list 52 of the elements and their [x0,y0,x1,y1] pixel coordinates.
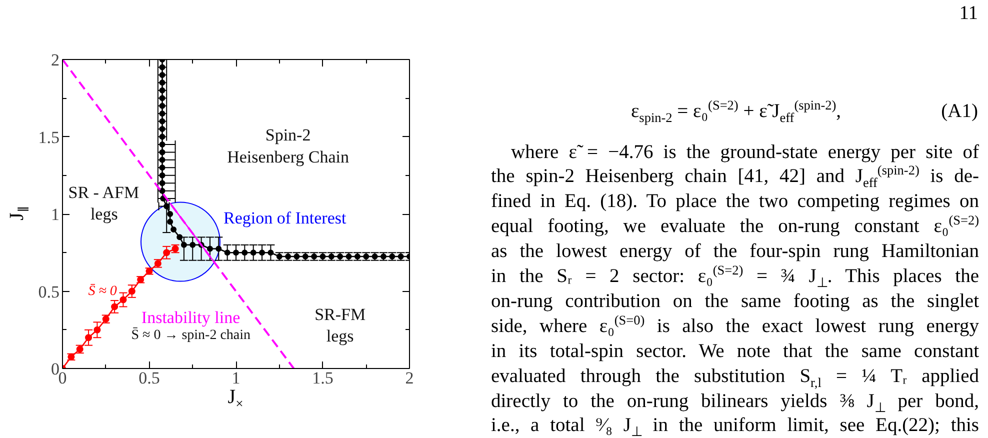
text: 11 [959,2,978,26]
text: side, where ε₀$^{(S=0)}$ is also the exact lowest rung energy [491,312,979,339]
text: as the lowest energy of the four-spin rung Hamiltonian [491,240,979,264]
point [94,326,101,334]
point [242,250,248,256]
y-tick-label: 1 [51,205,60,224]
point [180,242,187,248]
x-tick-label: 2 [405,368,414,388]
text: where ε̃ = −4.76 is the ground-state energy per site of [511,140,979,164]
point [163,249,170,256]
x-tick-label: 1 [232,368,240,388]
x-tick-label: 0.5 [138,368,160,388]
point [167,211,174,217]
text: the spin-2 Heisenberg chain [41, 42] and J$_{eff}$$^{(spin-2)}$ is de- [491,162,980,190]
x-tick-label: 1.5 [312,368,334,388]
text: equal footing, we evaluate the on-rung constant ε₀$^{(S=2)}$ [491,212,979,240]
point [233,250,239,256]
point [167,218,174,225]
series-label: S̄ ≈ 0 [88,284,117,299]
point [259,250,266,256]
text: in the Sᵣ = 2 sector: ε₀$^{(S=2)}$ = ¾ J$_{⊥}$. This places the [491,262,979,290]
annotation: SR-FM legs [314,304,366,346]
point [250,250,256,256]
text: (A1) [941,100,978,124]
point [190,242,196,248]
annotation: SR - AFM legs [68,182,140,224]
point [120,296,127,304]
text: in its total-spin sector. We note that the same constant [491,340,979,364]
series-label: Instability line [141,308,240,327]
point [111,303,118,310]
x-axis-title: J$_{×}$ [228,386,244,411]
text: i.e., a total ⁹⁄₈ J$_{⊥}$ in the uniform limit, see Eq.(22); this [491,414,980,438]
text: fined in Eq. (18). To place the two competing regimes on [491,190,979,214]
point [170,226,177,232]
text: on-rung contribution on the same footing as the singlet [491,290,979,314]
point [216,246,222,252]
y-tick-label: 2 [51,50,60,70]
point [224,250,230,256]
y-tick-label: 0.5 [38,282,60,302]
point [85,334,92,342]
point [206,246,213,252]
point [164,203,170,210]
annotation: S̄ ≈ 0 → spin-2 chain [131,327,251,343]
point [176,234,183,240]
series-label: Region of Interest [223,208,346,228]
text: directly to the on-rung bilinears yields ⅜ J$_{⊥}$ per bond, [491,390,979,414]
point [268,250,274,256]
text: ε$_{spin-2}$ = ε₀$^{(S=2)}$ + ε̃ J$_{eff}$$^{(spin-2)}$, [630,98,842,125]
annotation: Spin-2 Heisenberg Chain [227,126,350,166]
point [128,288,136,295]
text: evaluated through the substitution S$_{r,l}$ = ¼ Tᵣ applied [491,364,979,390]
y-tick-label: 1.5 [38,128,60,147]
